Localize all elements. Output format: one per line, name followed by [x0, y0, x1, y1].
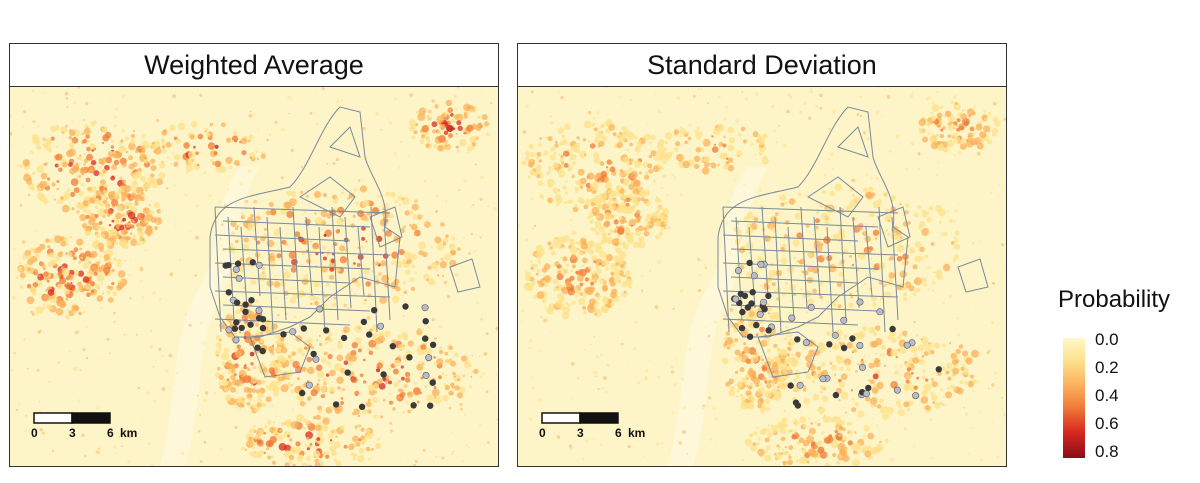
- legend-tick: 0.4: [1095, 386, 1119, 405]
- scale-unit: km: [628, 426, 645, 440]
- map-panel-weighted-average: Weighted Average 0 3 6 km: [9, 43, 499, 467]
- map-standard-deviation: 0 3 6 km: [518, 87, 1006, 466]
- panel-title: Weighted Average: [10, 44, 498, 87]
- legend-tick: 0.6: [1095, 414, 1119, 433]
- scale-tick: 0: [539, 426, 546, 440]
- legend-tick: 0.8: [1095, 442, 1119, 461]
- scale-bar-icon: 0 3 6 km: [31, 412, 137, 440]
- scale-tick: 6: [615, 426, 622, 440]
- scale-unit: km: [120, 426, 137, 440]
- map-weighted-average: 0 3 6 km: [10, 87, 498, 466]
- map-panel-standard-deviation: Standard Deviation 0 3 6 km: [517, 43, 1007, 467]
- legend-tick: 0.2: [1095, 358, 1119, 377]
- panel-title: Standard Deviation: [518, 44, 1006, 87]
- scale-tick: 0: [31, 426, 38, 440]
- legend-colorbar: [1063, 338, 1085, 458]
- scale-tick: 3: [577, 426, 584, 440]
- probability-legend: Probability 0.0 0.2 0.4 0.6 0.8: [1048, 283, 1198, 473]
- scale-tick: 3: [69, 426, 76, 440]
- scale-bar-icon: 0 3 6 km: [539, 412, 645, 440]
- legend-title: Probability: [1058, 286, 1171, 313]
- scale-tick: 6: [107, 426, 114, 440]
- legend-tick: 0.0: [1095, 330, 1119, 349]
